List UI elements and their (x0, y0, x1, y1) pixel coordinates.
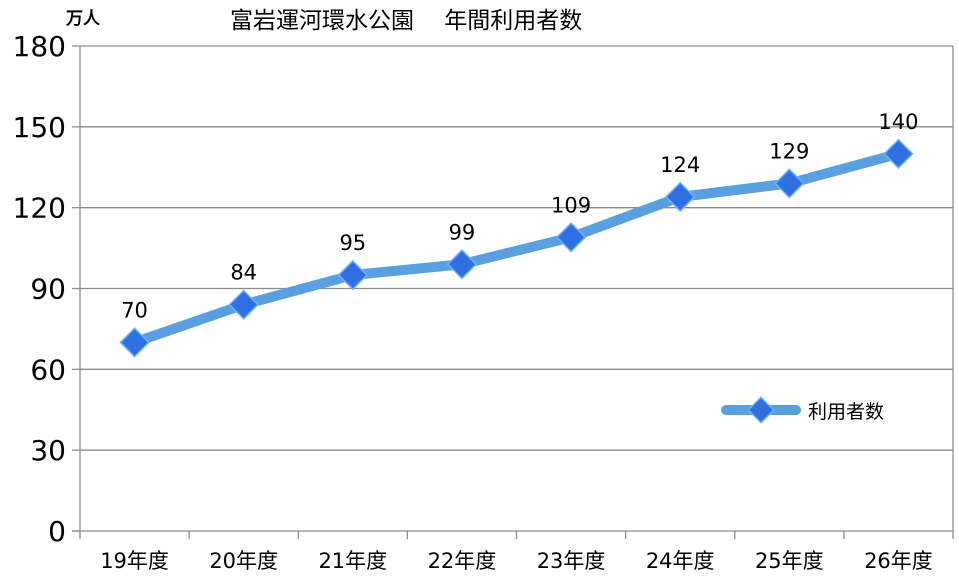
x-tick-label: 24年度 (646, 549, 715, 573)
y-tick-label: 30 (30, 434, 66, 467)
x-tick-label: 21年度 (318, 549, 387, 573)
series-line-path (129, 148, 904, 348)
data-labels: 70 84 95 99 109 124 129 140 (121, 110, 918, 323)
data-point-marker (555, 222, 587, 253)
y-tick-label: 90 (30, 273, 66, 306)
y-tick-label: 120 (13, 192, 66, 225)
x-tick-label: 22年度 (428, 549, 497, 573)
data-label: 129 (769, 139, 809, 163)
legend-marker-swatch (747, 396, 775, 424)
y-unit-label: 万人 (65, 9, 101, 29)
x-tick-label: 25年度 (755, 549, 824, 573)
data-point-marker (228, 289, 259, 320)
data-point-marker (119, 327, 150, 358)
x-tick-label: 23年度 (537, 549, 606, 573)
x-tick-label: 20年度 (209, 549, 278, 573)
data-point-marker (883, 138, 914, 169)
y-tick-label: 180 (13, 30, 66, 63)
data-point-marker (446, 249, 478, 280)
y-tick-label: 150 (13, 111, 66, 144)
data-label: 95 (339, 231, 366, 255)
data-point-marker (774, 168, 805, 199)
data-point-marker (664, 181, 696, 213)
data-label: 124 (660, 153, 700, 177)
chart-title: 富岩運河環水公園 年間利用者数 (230, 8, 582, 34)
x-tick-label: 26年度 (864, 549, 933, 573)
data-label: 99 (449, 220, 476, 244)
data-label: 84 (230, 261, 257, 285)
data-point-marker (337, 259, 369, 291)
axes (72, 45, 954, 539)
legend: 利用者数 (721, 396, 884, 424)
x-tick-labels: 19年度 20年度 21年度 22年度 23年度 24年度 25年度 26年度 (100, 549, 933, 573)
data-label: 70 (121, 298, 148, 322)
grid-lines (80, 45, 953, 451)
legend-label: 利用者数 (808, 401, 884, 423)
y-tick-label: 60 (30, 353, 66, 386)
y-tick-label: 0 (48, 515, 66, 548)
data-label: 140 (878, 110, 918, 134)
data-label: 109 (551, 193, 591, 217)
series-line (119, 138, 914, 358)
x-tick-label: 19年度 (100, 549, 169, 573)
y-tick-labels: 0 30 60 90 120 150 180 (13, 30, 66, 548)
